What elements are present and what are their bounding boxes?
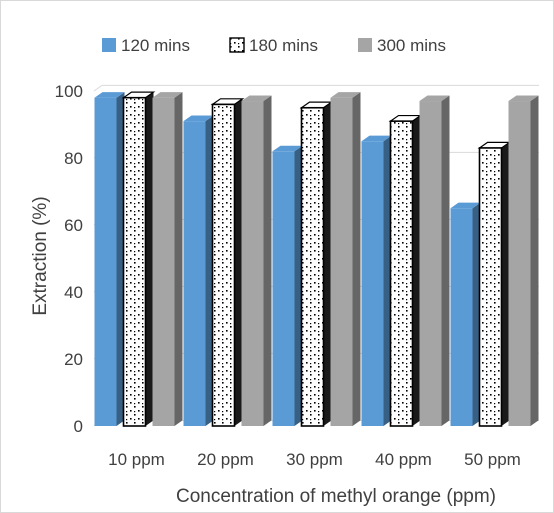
bar-side <box>352 92 361 426</box>
y-tick-label: 60 <box>64 216 83 235</box>
gridline-depth-5 <box>93 84 103 92</box>
bar <box>183 115 214 427</box>
bar <box>241 95 272 427</box>
x-tick-label: 50 ppm <box>464 450 521 469</box>
x-tick-label: 40 ppm <box>375 450 432 469</box>
legend-item: 180 mins <box>229 36 318 55</box>
bar-front <box>241 101 264 427</box>
bar-top <box>508 95 539 102</box>
x-tick-label: 10 ppm <box>108 450 165 469</box>
bar-side <box>234 98 243 427</box>
bar-side <box>383 135 392 426</box>
bar-side <box>205 115 214 427</box>
bar-front <box>419 101 442 427</box>
bar <box>330 92 361 426</box>
bar-side <box>145 92 154 426</box>
y-tick-label: 40 <box>64 283 83 302</box>
bar-front <box>389 120 414 427</box>
bar <box>419 95 450 427</box>
legend-label: 180 mins <box>249 36 318 55</box>
bar-top <box>419 95 450 102</box>
bar-front <box>508 101 531 427</box>
bar <box>121 91 156 427</box>
x-tick-label: 30 ppm <box>286 450 343 469</box>
legend-swatch <box>102 38 116 52</box>
y-tick-label: 20 <box>64 350 83 369</box>
bar-top <box>361 135 392 142</box>
bar-side <box>530 95 539 426</box>
y-axis-title: Extraction (%) <box>30 196 51 315</box>
bar-front <box>183 121 206 427</box>
y-tick-labels: 0 20 40 60 80 100 <box>55 82 83 436</box>
bar-front <box>300 106 325 427</box>
x-axis-title: Concentration of methyl orange (ppm) <box>176 486 496 507</box>
y-tick-label: 80 <box>64 149 83 168</box>
legend-item: 120 mins <box>102 36 190 55</box>
legend: 120 mins 180 mins 300 mins <box>102 36 446 55</box>
bar-side <box>412 115 421 427</box>
bar-top <box>241 95 272 102</box>
legend-swatch <box>358 38 372 52</box>
bar-front <box>122 96 147 427</box>
bar-front <box>152 97 175 426</box>
bar-side <box>116 92 125 426</box>
bar-side <box>472 202 481 426</box>
bar-top <box>94 92 125 98</box>
bar <box>388 114 423 427</box>
bar <box>272 145 303 427</box>
bar-front <box>211 103 236 427</box>
bar <box>361 135 392 426</box>
legend-item: 300 mins <box>358 36 446 55</box>
bar-side <box>323 102 332 427</box>
bar-side <box>263 95 272 426</box>
bar <box>299 101 334 427</box>
x-tick-labels: 10 ppm 20 ppm 30 ppm 40 ppm 50 ppm <box>108 450 521 469</box>
bar-top <box>272 145 303 152</box>
bar <box>450 202 481 426</box>
bar <box>152 92 183 426</box>
legend-label: 120 mins <box>121 36 190 55</box>
bar-side <box>174 92 183 426</box>
bar-front <box>361 141 384 426</box>
bar-top <box>450 202 481 209</box>
bar-side <box>501 142 510 426</box>
bar <box>508 95 539 427</box>
bar-front <box>94 97 117 426</box>
x-tick-label: 20 ppm <box>197 450 254 469</box>
bar-side <box>294 145 303 426</box>
bar-front <box>450 208 473 426</box>
bars <box>94 91 539 427</box>
y-tick-label: 0 <box>74 417 83 436</box>
bar-front <box>330 97 353 426</box>
bar-side <box>441 95 450 426</box>
bar-front <box>478 147 503 427</box>
bar <box>94 92 125 426</box>
bar-top <box>152 92 183 98</box>
bar <box>210 98 245 427</box>
bar <box>477 141 512 427</box>
bar-top <box>330 92 361 98</box>
bar-top <box>183 115 214 122</box>
legend-label: 300 mins <box>377 36 446 55</box>
bar-front <box>272 151 295 427</box>
y-tick-label: 100 <box>55 82 83 101</box>
legend-swatch <box>229 37 245 53</box>
